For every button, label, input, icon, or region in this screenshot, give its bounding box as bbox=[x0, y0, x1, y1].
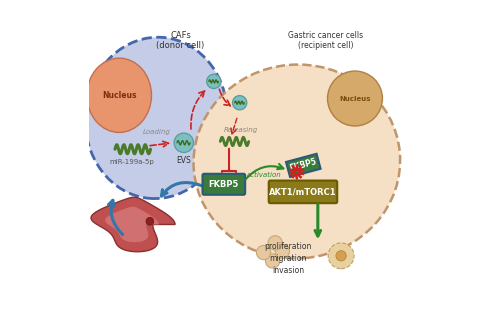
Text: Loading: Loading bbox=[142, 130, 171, 135]
Text: activation: activation bbox=[246, 172, 282, 178]
Text: FKBP5: FKBP5 bbox=[288, 157, 318, 173]
Circle shape bbox=[206, 74, 221, 89]
Text: miR-199a-5p: miR-199a-5p bbox=[110, 159, 154, 165]
Circle shape bbox=[275, 244, 289, 258]
Circle shape bbox=[232, 96, 247, 110]
Text: proliferation
migration
invasion: proliferation migration invasion bbox=[264, 242, 312, 275]
Circle shape bbox=[328, 243, 354, 269]
Text: FKBP5: FKBP5 bbox=[208, 180, 239, 189]
Polygon shape bbox=[286, 154, 320, 177]
Text: Releasing: Releasing bbox=[224, 127, 258, 133]
Ellipse shape bbox=[194, 65, 400, 258]
FancyBboxPatch shape bbox=[202, 174, 245, 195]
Text: Nucleus: Nucleus bbox=[102, 91, 136, 100]
Text: Nucleus: Nucleus bbox=[339, 96, 370, 101]
Circle shape bbox=[256, 245, 270, 260]
Text: CAFs
(donor cell): CAFs (donor cell) bbox=[156, 31, 204, 50]
Circle shape bbox=[268, 236, 282, 250]
Text: EVS: EVS bbox=[176, 156, 191, 165]
Circle shape bbox=[146, 217, 154, 225]
Ellipse shape bbox=[328, 71, 382, 126]
Ellipse shape bbox=[87, 58, 152, 132]
Ellipse shape bbox=[336, 251, 346, 261]
Text: AKT1/mTORC1: AKT1/mTORC1 bbox=[269, 187, 337, 196]
Circle shape bbox=[266, 254, 280, 268]
Polygon shape bbox=[91, 197, 175, 252]
FancyBboxPatch shape bbox=[268, 181, 337, 203]
Ellipse shape bbox=[85, 37, 228, 199]
Circle shape bbox=[174, 133, 194, 152]
Polygon shape bbox=[105, 207, 159, 242]
Text: Gastric cancer cells
(recipient cell): Gastric cancer cells (recipient cell) bbox=[288, 31, 364, 50]
